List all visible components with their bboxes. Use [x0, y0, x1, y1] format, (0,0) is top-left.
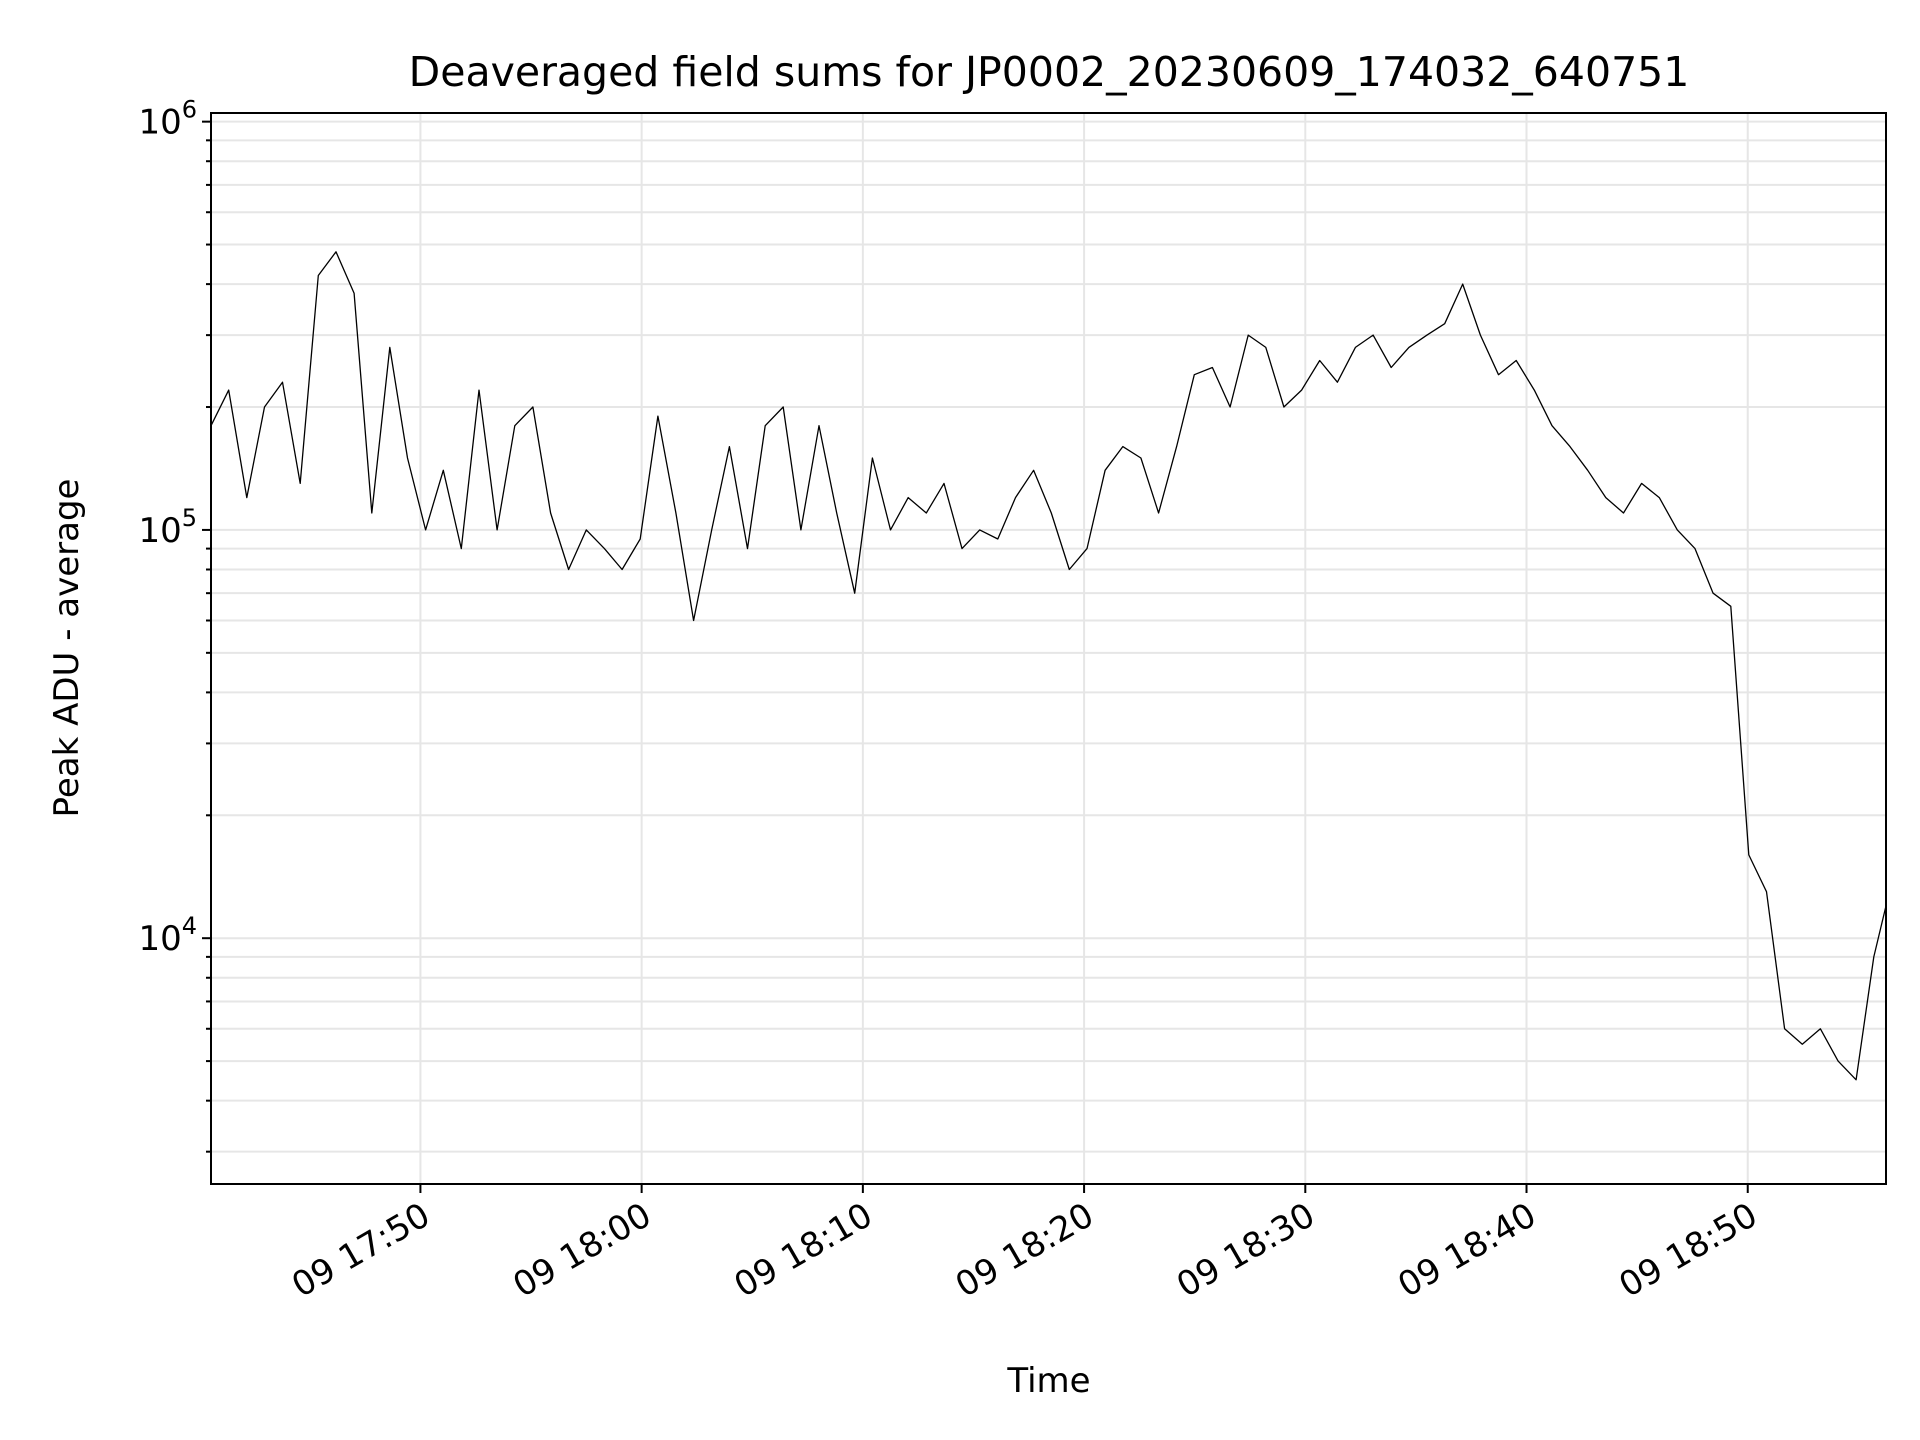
y-axis-label: Peak ADU - average [47, 479, 87, 818]
grid [211, 113, 1886, 1184]
y-axis: 104 105 106 [138, 96, 211, 1153]
x-axis-label: Time [1006, 1361, 1090, 1401]
y-tick-label: 105 [138, 504, 197, 551]
plot-frame [210, 112, 1887, 1185]
chart-title: Deaveraged field sums for JP0002_2023060… [409, 48, 1690, 96]
y-tick-label: 106 [138, 96, 197, 143]
y-tick-label: 104 [138, 912, 197, 959]
data-series-line [210, 251, 1887, 1081]
